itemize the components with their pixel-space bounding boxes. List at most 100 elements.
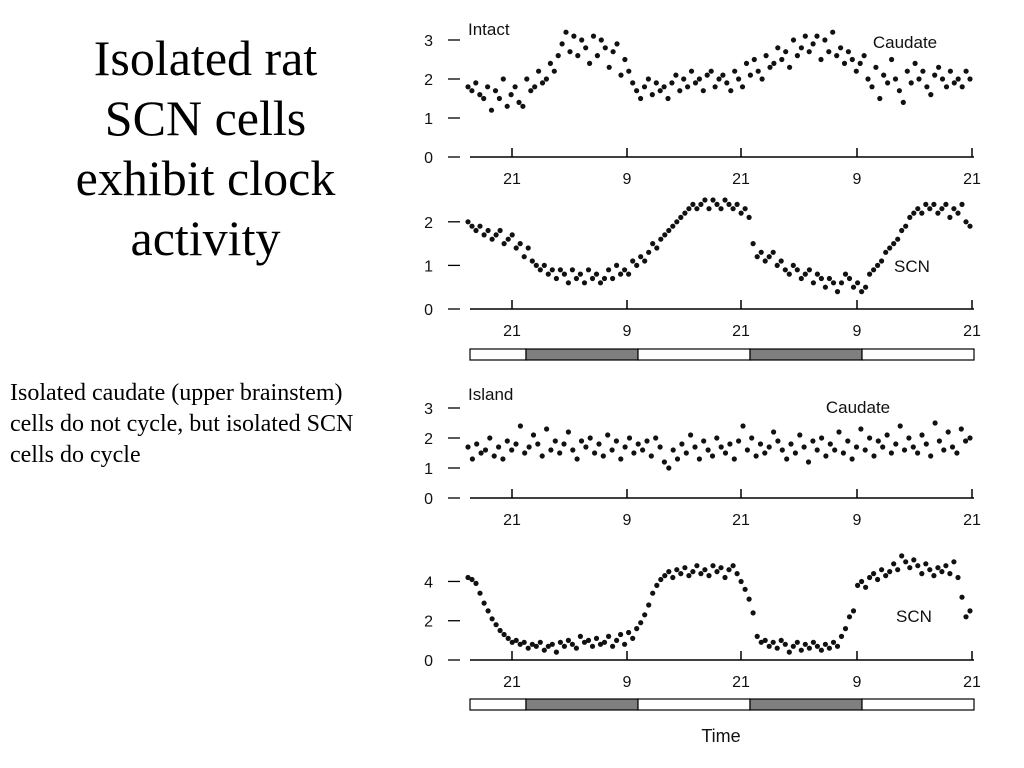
data-point-0-44 [638,95,644,102]
data-point-0-5 [485,84,491,90]
data-point-2-70 [771,429,777,435]
data-point-2-78 [805,459,812,465]
data-point-3-83 [798,647,804,653]
data-point-2-18 [544,426,550,432]
data-point-0-106 [881,72,887,78]
data-point-1-118 [939,206,945,212]
data-point-1-19 [541,262,547,268]
data-point-0-24 [559,41,565,47]
data-point-0-117 [924,84,930,90]
data-point-1-3 [477,223,483,229]
data-point-0-2 [473,80,479,86]
data-point-2-81 [819,435,825,441]
data-point-1-124 [963,219,969,225]
data-point-3-32 [593,635,600,642]
data-point-3-17 [533,643,539,649]
x-tick-label-2-2: 21 [732,512,750,529]
data-point-3-104 [883,573,889,579]
data-point-2-113 [958,426,964,432]
data-point-3-3 [477,590,483,596]
data-point-0-69 [736,76,742,82]
data-point-1-55 [686,206,692,212]
data-point-3-76 [770,639,776,645]
data-point-0-82 [787,64,793,70]
data-point-0-71 [743,60,750,66]
data-point-2-17 [539,453,545,459]
data-point-3-45 [646,602,652,608]
data-point-1-116 [931,201,937,207]
data-point-1-64 [722,197,728,203]
data-point-2-36 [622,444,628,450]
data-point-2-80 [814,447,820,453]
data-point-2-44 [657,444,663,450]
data-point-1-101 [871,267,877,273]
data-point-3-95 [846,614,853,620]
data-point-1-35 [606,267,612,273]
data-point-0-13 [516,99,522,105]
data-point-0-124 [951,80,957,86]
data-point-3-82 [794,639,800,645]
data-point-0-49 [657,88,663,94]
data-point-2-28 [587,435,593,441]
data-point-0-86 [802,33,808,39]
data-point-2-3 [478,450,484,456]
data-point-0-63 [712,84,718,90]
data-point-3-80 [786,649,792,655]
data-point-0-105 [877,95,883,102]
x-tick-label-1-4: 21 [963,323,981,340]
data-point-1-49 [662,232,668,238]
data-point-2-86 [840,450,847,456]
data-point-0-55 [681,76,687,82]
data-point-3-107 [895,567,901,573]
data-point-3-21 [549,641,555,647]
y-tick-label-0-3: 3 [424,33,433,50]
data-point-3-33 [597,641,604,647]
data-point-0-4 [481,95,487,102]
data-point-3-77 [774,645,780,651]
data-point-2-57 [714,435,720,441]
data-point-2-109 [941,447,947,453]
data-point-2-103 [915,450,921,456]
data-point-2-77 [801,444,807,450]
data-point-0-101 [861,53,867,59]
data-point-0-6 [488,107,495,113]
data-point-3-70 [746,596,752,602]
title-line-0: Isolated rat [93,30,318,86]
data-point-3-120 [947,571,953,577]
data-point-3-38 [618,631,624,638]
data-point-2-51 [688,432,694,438]
data-point-0-1 [469,88,475,94]
data-point-0-75 [759,76,765,82]
data-point-2-48 [674,456,681,462]
data-point-1-80 [786,271,792,277]
data-point-1-42 [634,262,640,268]
data-point-2-68 [762,450,768,456]
data-point-3-37 [614,637,620,644]
data-point-1-44 [642,258,648,264]
data-point-2-95 [880,444,886,450]
data-point-2-67 [757,441,764,447]
data-point-3-110 [907,565,913,571]
data-point-0-0 [465,84,471,90]
data-point-2-11 [513,441,519,447]
data-point-2-63 [740,423,746,429]
series-label-2: Caudate [826,398,890,417]
data-point-2-47 [670,447,676,453]
data-point-0-96 [841,60,848,66]
data-point-3-12 [513,637,519,644]
data-point-0-16 [528,88,534,94]
data-point-3-43 [638,620,644,626]
data-point-0-116 [920,68,926,74]
data-point-1-41 [630,258,636,264]
data-point-3-79 [782,641,788,647]
data-point-3-113 [919,571,925,577]
data-point-0-3 [477,92,483,98]
light-dark-bar-0-1 [525,348,639,361]
data-point-0-91 [822,37,828,43]
data-point-0-103 [869,84,875,90]
data-point-3-55 [686,573,692,579]
data-point-3-10 [505,635,511,642]
data-point-0-120 [936,64,942,70]
data-point-2-14 [526,444,532,450]
data-point-1-125 [967,223,973,229]
